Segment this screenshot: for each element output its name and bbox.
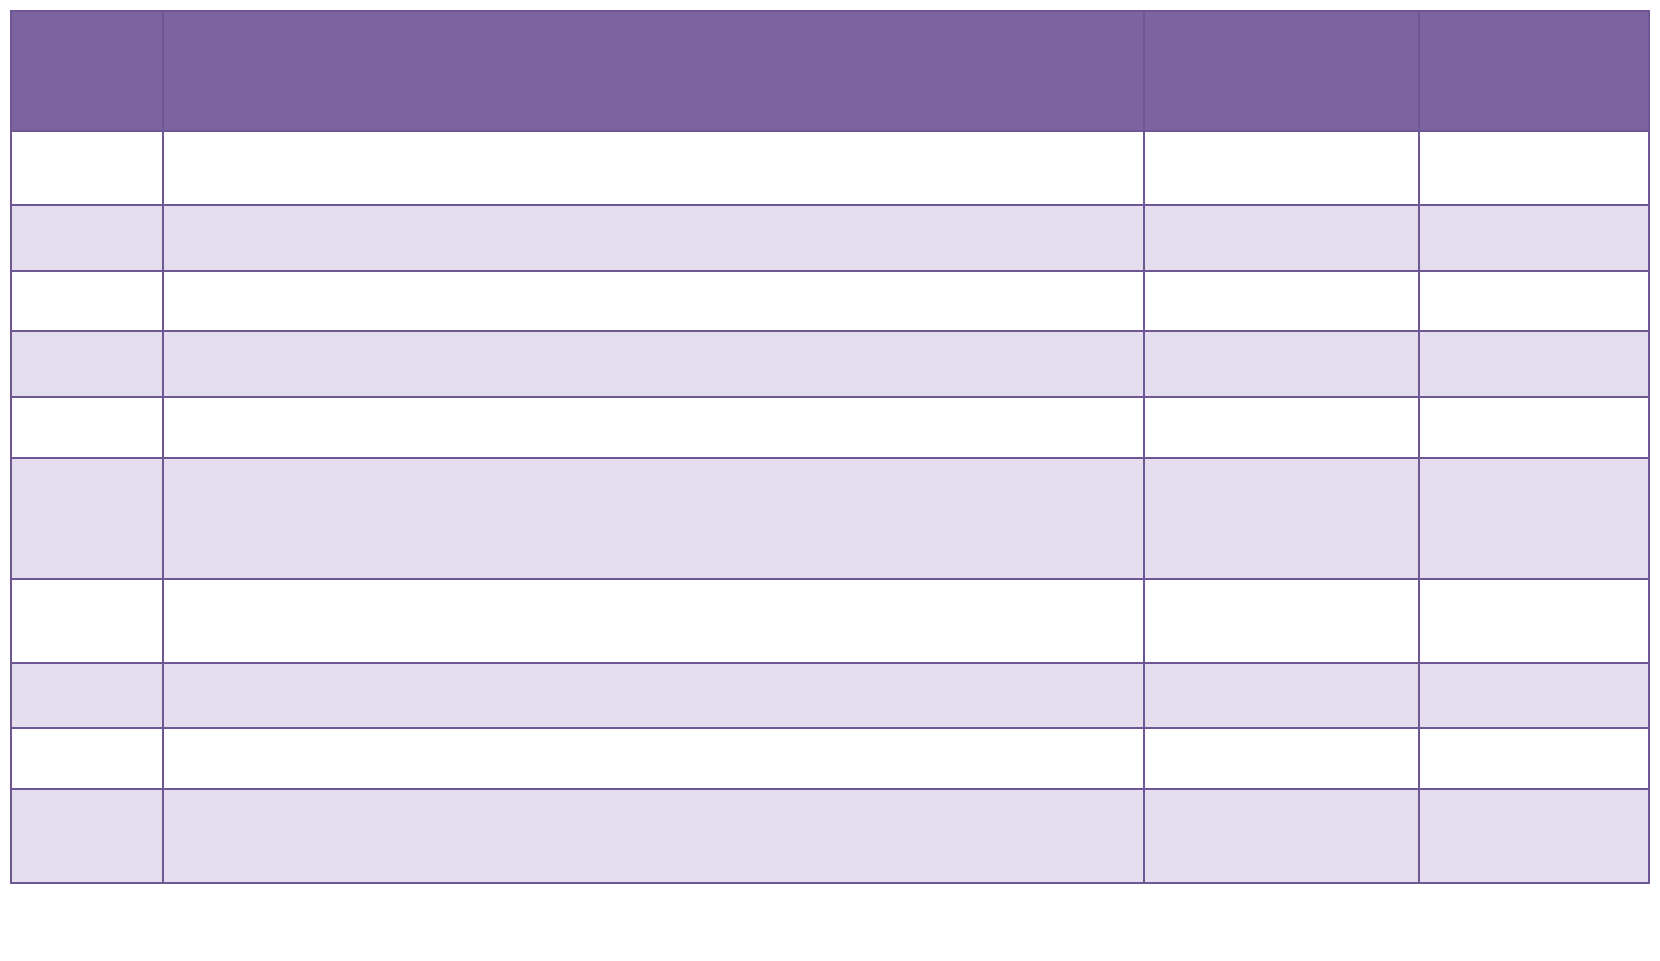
table-row (10, 662, 1650, 729)
column-header-3-label (1155, 71, 1408, 72)
table-cell (1418, 578, 1650, 664)
table-row (10, 457, 1650, 580)
table-cell (1418, 204, 1650, 272)
table-cell (1143, 130, 1420, 206)
table-row (10, 727, 1650, 790)
table-cell (162, 204, 1145, 272)
header-row (10, 10, 1650, 132)
table-cell (1418, 457, 1650, 580)
column-header-1 (10, 10, 164, 132)
table-cell (162, 130, 1145, 206)
table-cell (162, 270, 1145, 332)
table-cell (10, 457, 164, 580)
table-cell (1143, 204, 1420, 272)
table-cell (1143, 396, 1420, 459)
table-cell (1143, 270, 1420, 332)
table-cell (10, 578, 164, 664)
table-cell (10, 330, 164, 398)
table-cell (10, 788, 164, 884)
table-cell (1418, 727, 1650, 790)
table-cell (10, 662, 164, 729)
column-header-3 (1143, 10, 1420, 132)
table-cell (10, 270, 164, 332)
table-row (10, 204, 1650, 272)
table-cell (1143, 727, 1420, 790)
column-header-2-label (174, 71, 1133, 72)
table-row (10, 578, 1650, 664)
table-cell (10, 727, 164, 790)
table-cell (162, 662, 1145, 729)
table-cell (1418, 130, 1650, 206)
column-header-4 (1418, 10, 1650, 132)
column-header-1-label (22, 71, 152, 72)
table-cell (1143, 662, 1420, 729)
table-cell (1143, 788, 1420, 884)
table-cell (162, 578, 1145, 664)
data-table (10, 10, 1650, 884)
table-cell (1418, 788, 1650, 884)
table-cell (1143, 578, 1420, 664)
table-cell (1418, 330, 1650, 398)
table-cell (10, 396, 164, 459)
column-header-4-label (1430, 71, 1638, 72)
table-cell (162, 396, 1145, 459)
table-cell (1143, 457, 1420, 580)
table-row (10, 130, 1650, 206)
table-row (10, 788, 1650, 884)
table-body (10, 130, 1650, 884)
table-cell (162, 788, 1145, 884)
table-row (10, 330, 1650, 398)
table-cell (1418, 270, 1650, 332)
table-cell (1143, 330, 1420, 398)
column-header-2 (162, 10, 1145, 132)
table-cell (162, 457, 1145, 580)
table-cell (1418, 396, 1650, 459)
table-cell (10, 204, 164, 272)
table-cell (1418, 662, 1650, 729)
table-row (10, 270, 1650, 332)
table-cell (10, 130, 164, 206)
table-row (10, 396, 1650, 459)
table-cell (162, 330, 1145, 398)
table-cell (162, 727, 1145, 790)
table-header (10, 10, 1650, 132)
